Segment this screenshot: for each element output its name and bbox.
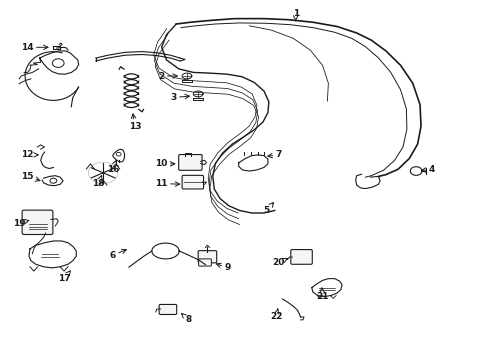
- Text: 2: 2: [158, 72, 177, 81]
- Text: 13: 13: [128, 114, 141, 131]
- FancyBboxPatch shape: [198, 259, 211, 266]
- Text: 16: 16: [106, 160, 119, 174]
- Text: 5: 5: [263, 203, 273, 215]
- Text: 6: 6: [109, 249, 126, 260]
- Text: 1: 1: [292, 9, 298, 21]
- Text: 14: 14: [21, 43, 48, 52]
- Text: 7: 7: [267, 150, 281, 159]
- Text: 17: 17: [58, 271, 70, 283]
- Text: 18: 18: [92, 176, 104, 188]
- Text: 9: 9: [216, 263, 230, 273]
- Text: 10: 10: [155, 159, 174, 168]
- Text: 3: 3: [170, 93, 189, 102]
- FancyBboxPatch shape: [159, 305, 176, 315]
- Text: 19: 19: [13, 219, 29, 228]
- Text: 21: 21: [316, 288, 328, 301]
- FancyBboxPatch shape: [290, 249, 312, 264]
- FancyBboxPatch shape: [22, 210, 53, 234]
- FancyBboxPatch shape: [198, 251, 216, 263]
- FancyBboxPatch shape: [178, 154, 202, 170]
- FancyBboxPatch shape: [182, 175, 203, 189]
- Text: 4: 4: [421, 165, 434, 174]
- Text: 8: 8: [181, 314, 191, 324]
- Text: 15: 15: [21, 172, 40, 181]
- Text: 20: 20: [272, 258, 287, 267]
- Text: 11: 11: [155, 179, 179, 188]
- Text: 22: 22: [269, 309, 282, 321]
- Text: 12: 12: [21, 150, 38, 159]
